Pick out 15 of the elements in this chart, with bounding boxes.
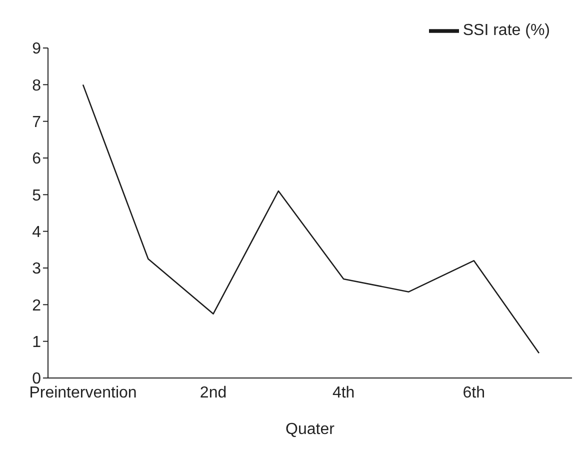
y-tick-label: 2 xyxy=(32,297,42,314)
x-tick-label: 2nd xyxy=(200,384,227,402)
legend-label: SSI rate (%) xyxy=(462,22,550,40)
y-tick-label: 7 xyxy=(32,114,42,132)
y-tick-label: 8 xyxy=(32,77,42,94)
y-tick-label: 6 xyxy=(32,150,42,168)
line-series xyxy=(82,84,540,354)
y-tick-label: 3 xyxy=(32,260,42,278)
x-tick-label: 4th xyxy=(332,384,355,402)
y-tick-label: 4 xyxy=(32,224,42,242)
y-tick-label: 5 xyxy=(32,187,42,204)
x-tick-label: 6th xyxy=(462,384,485,402)
y-tick-label: 1 xyxy=(32,334,42,352)
x-axis-title: Quater xyxy=(286,421,336,438)
y-tick-label: 9 xyxy=(32,40,42,58)
